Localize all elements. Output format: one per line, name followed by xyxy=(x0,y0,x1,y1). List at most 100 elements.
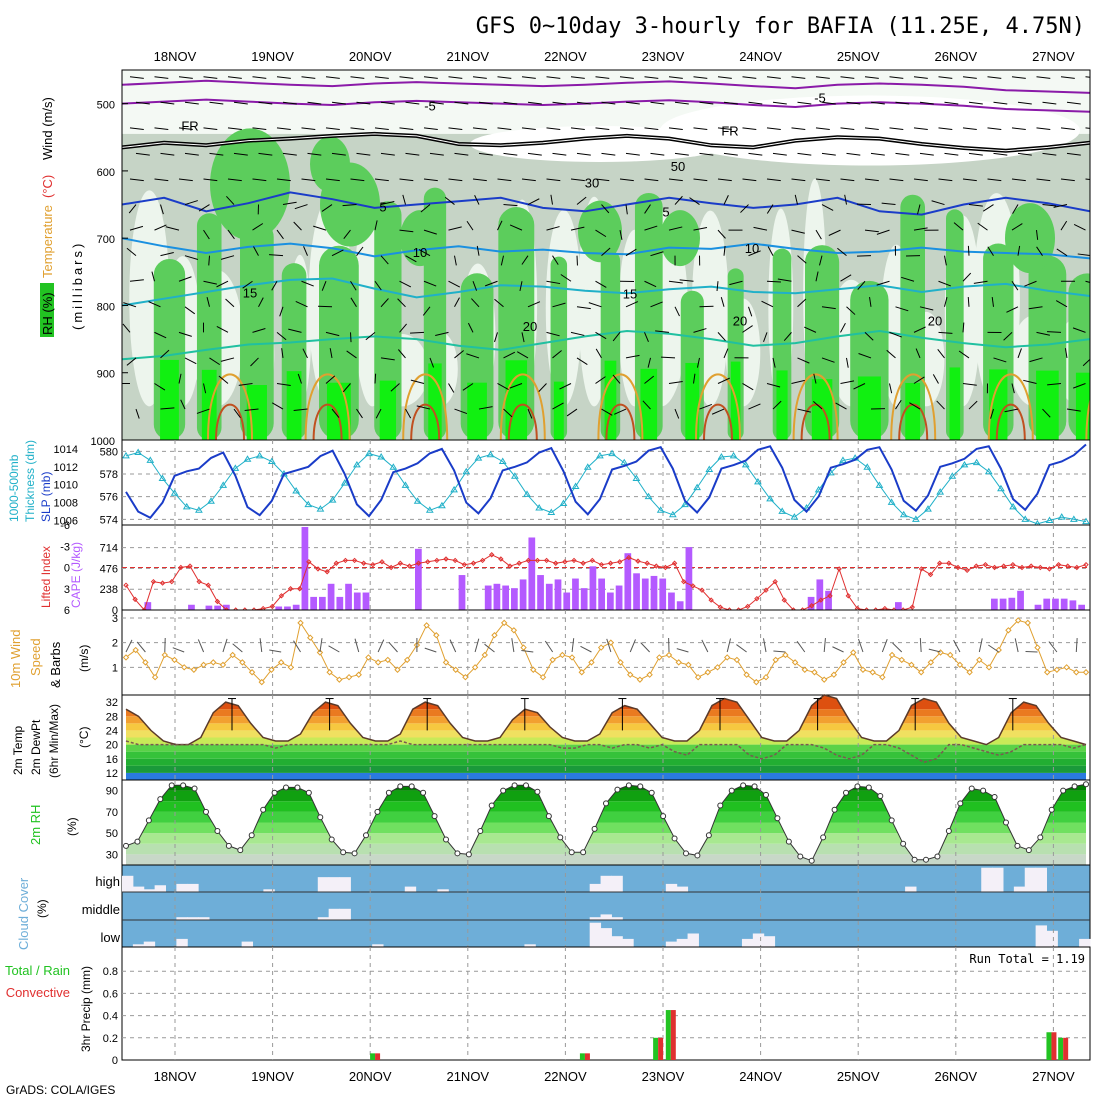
wind10-marker xyxy=(811,669,818,676)
wind-barb xyxy=(938,331,953,334)
thickness-marker xyxy=(632,474,641,482)
wind-barb xyxy=(474,195,480,205)
wind-barb xyxy=(772,152,787,156)
li-marker xyxy=(607,560,614,566)
cloud-middle-bar xyxy=(339,908,351,920)
thickness-marker xyxy=(535,504,544,511)
wind-barb xyxy=(380,255,389,265)
panel-precip: 0 0.2 0.4 0.6 0.8 Total / Rain Convective 3h… xyxy=(5,946,1091,1067)
li-marker xyxy=(159,580,166,586)
temp2m-tick: 12 xyxy=(106,768,118,780)
thickness-marker xyxy=(134,448,143,455)
rh2m-marker xyxy=(637,783,644,790)
wind10-marker xyxy=(365,654,372,661)
wind-barb xyxy=(206,297,210,307)
wind-barb xyxy=(1029,357,1043,363)
wind10-barb xyxy=(197,639,205,653)
wind10-marker xyxy=(733,656,741,664)
wind-barb xyxy=(869,296,872,307)
cloud-low-bar xyxy=(1046,930,1058,947)
precip-total-rain-label: Total / Rain xyxy=(5,963,70,978)
wind-barb xyxy=(478,152,493,156)
wind-barb xyxy=(748,101,763,105)
wind-barb xyxy=(527,408,533,419)
thickness-marker xyxy=(960,460,969,468)
wind-barb xyxy=(331,101,346,105)
wind10-marker xyxy=(210,659,217,666)
li-marker xyxy=(187,563,193,569)
wind-barb xyxy=(258,152,273,156)
wind-barb xyxy=(717,178,732,182)
wind-barb xyxy=(913,178,928,182)
wind-barb xyxy=(1042,152,1057,156)
wind-barb xyxy=(1077,253,1090,256)
pressure-tick: 1000 xyxy=(91,436,115,448)
wind-barb xyxy=(723,101,738,105)
wind-barb xyxy=(454,255,457,266)
li-marker xyxy=(589,557,595,564)
wind10-marker xyxy=(636,676,644,683)
wind-barb xyxy=(913,326,926,333)
wind-barb xyxy=(276,382,291,386)
rh-patch xyxy=(660,210,700,267)
wind-barb xyxy=(993,101,1008,105)
wind-barb xyxy=(416,405,431,410)
isotherm-20 xyxy=(122,329,1090,361)
wind-barb xyxy=(876,280,890,286)
wind-barb xyxy=(227,76,242,79)
rh2m-tick: 90 xyxy=(106,786,118,798)
wind-barb xyxy=(216,326,229,333)
wind-barb xyxy=(375,408,382,419)
wind-barb xyxy=(494,298,504,308)
li-marker xyxy=(278,593,285,599)
wind-barb xyxy=(644,375,655,384)
li-marker xyxy=(169,578,175,585)
cape-bar xyxy=(353,592,361,610)
cloud-low-bar xyxy=(143,941,156,947)
li-marker xyxy=(315,566,321,572)
isotherm-30 xyxy=(410,403,441,440)
panel-thickness: 574 576 578 580 1006 1008 1010 1012 1014 1000-50… xyxy=(7,439,1091,528)
wind-barb xyxy=(968,204,983,207)
precip-tick: 0.6 xyxy=(103,988,118,1000)
wind10-marker xyxy=(462,673,469,681)
thickness-marker xyxy=(644,492,653,500)
wind-barb xyxy=(717,229,726,239)
rh2m-marker xyxy=(294,784,301,791)
wind-barb xyxy=(160,152,175,156)
wind-barb xyxy=(909,402,921,410)
wind10-marker xyxy=(1024,619,1032,627)
wind-barb xyxy=(546,76,561,79)
wind-barb xyxy=(454,408,468,415)
rh-plume-core xyxy=(467,382,487,440)
isotherm-minus10 xyxy=(122,79,1090,94)
wind-barb xyxy=(552,101,567,105)
wind-barb xyxy=(318,305,333,308)
temp-band xyxy=(126,737,1086,745)
wind-barb xyxy=(619,178,634,182)
wind-barb xyxy=(342,204,357,207)
wind-barb xyxy=(748,306,753,317)
li-marker xyxy=(772,578,778,585)
wind10-barb xyxy=(259,638,263,653)
wind-barb xyxy=(365,331,376,341)
rh2m-marker xyxy=(180,782,187,789)
rh2m-marker xyxy=(500,787,507,794)
wind-barb xyxy=(1004,408,1019,413)
cloud-middle-bar xyxy=(187,917,199,920)
wind10-barb xyxy=(763,638,767,653)
rh2m-marker xyxy=(203,808,209,815)
li-tick: 6 xyxy=(64,605,70,617)
precip-tick: 0.2 xyxy=(103,1033,118,1045)
wind-barb xyxy=(913,76,928,79)
cloud-unit: (%) xyxy=(35,899,49,918)
wind-barb xyxy=(889,331,902,338)
wind10-marker xyxy=(268,666,275,673)
wind-barb xyxy=(321,204,333,212)
wind-barb xyxy=(791,76,806,79)
wind-barb xyxy=(128,204,137,214)
li-marker xyxy=(809,603,815,609)
thickness-marker xyxy=(839,456,847,463)
date-label: 25NOV xyxy=(837,1069,880,1084)
wind-barb xyxy=(160,252,174,257)
